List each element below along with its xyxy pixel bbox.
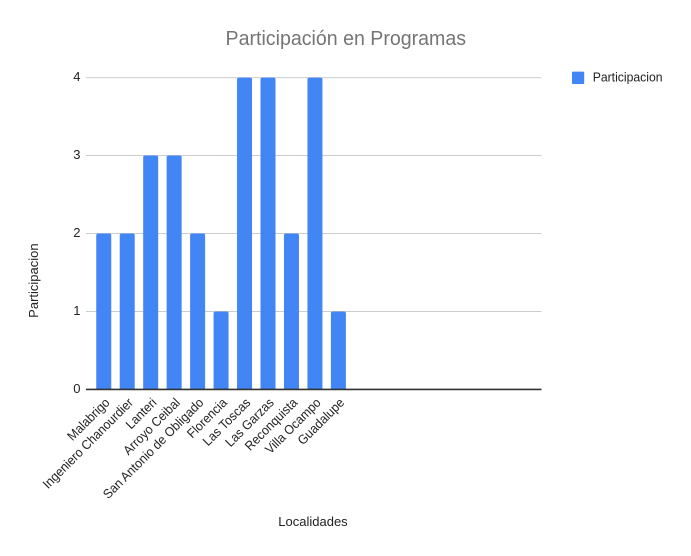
svg-text:Participación en Programas: Participación en Programas <box>226 28 467 50</box>
svg-text:Participacion: Participacion <box>593 70 663 85</box>
svg-text:3: 3 <box>73 147 80 162</box>
svg-text:Participacion: Participacion <box>26 243 41 317</box>
svg-text:1: 1 <box>73 303 80 318</box>
svg-text:4: 4 <box>73 69 80 84</box>
svg-text:2: 2 <box>73 225 80 240</box>
svg-text:0: 0 <box>73 381 80 396</box>
svg-text:Localidades: Localidades <box>278 514 348 529</box>
